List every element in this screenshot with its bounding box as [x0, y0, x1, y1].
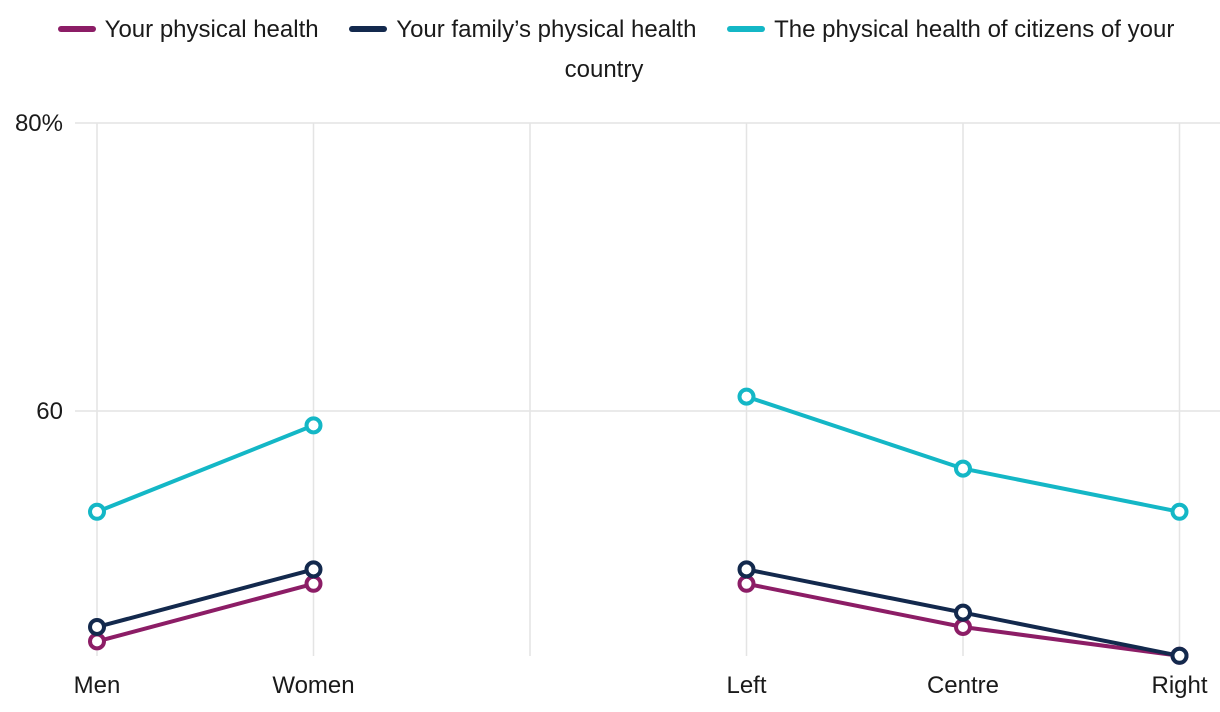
data-point [88, 632, 106, 651]
legend-item-your-physical-health: Your physical health [57, 16, 319, 43]
legend-item-citizens-physical-health: The physical health of citizens of your … [565, 16, 1175, 83]
data-point [954, 603, 972, 622]
y-axis-tick-label: 80% [15, 110, 63, 137]
legend-label: The physical health of citizens of your … [564, 16, 1175, 83]
data-point [304, 416, 323, 435]
data-point [304, 560, 323, 579]
series-line [95, 581, 316, 644]
data-point [737, 574, 756, 593]
x-axis-label: Centre [927, 672, 999, 699]
legend-label: Your physical health [104, 16, 319, 43]
legend-swatch-family-physical-health [349, 25, 388, 32]
legend-swatch-your-physical-health [57, 25, 96, 32]
x-axis-label: Right [1151, 672, 1207, 699]
data-point [737, 560, 756, 579]
series-line [95, 567, 316, 629]
line-chart-svg: 80% 60 Men Women Left Centre Right [15, 110, 1220, 699]
x-axis-label: Men [74, 672, 121, 699]
series-line [95, 423, 316, 514]
x-axis-label: Left [726, 672, 766, 699]
data-point [1170, 502, 1189, 521]
data-point [737, 387, 756, 406]
chart-legend: Your physical health Your family’s physi… [30, 0, 1190, 92]
legend-label: Your family’s physical health [396, 16, 697, 43]
data-point [1170, 646, 1189, 665]
legend-swatch-citizens-physical-health [727, 25, 766, 32]
data-point [304, 574, 323, 593]
legend-item-family-physical-health: Your family’s physical health [349, 16, 696, 43]
x-axis-label: Women [272, 672, 354, 699]
data-point [88, 618, 106, 636]
data-point [954, 459, 972, 478]
data-point [954, 618, 972, 636]
data-point [88, 502, 106, 521]
y-axis-tick-label: 60 [36, 398, 63, 425]
